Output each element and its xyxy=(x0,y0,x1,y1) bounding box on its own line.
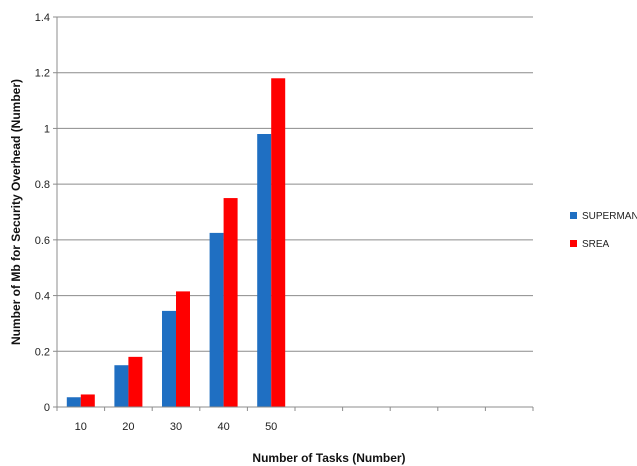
x-tick-label: 50 xyxy=(265,421,277,433)
legend: SUPERMAN SREA xyxy=(570,211,637,250)
y-tick-label: 1.2 xyxy=(35,68,50,80)
y-axis-title: Number of Mb for Security Overhead (Numb… xyxy=(9,79,23,345)
x-axis-title: Number of Tasks (Number) xyxy=(252,451,405,465)
y-tick-labels: 0 0.2 0.4 0.6 0.8 1 1.2 1.4 xyxy=(35,12,50,414)
bar-superman-30 xyxy=(162,310,176,407)
y-tick-label: 0.4 xyxy=(35,291,50,303)
bar-srea-10 xyxy=(80,394,95,407)
bar-superman-40 xyxy=(209,232,224,407)
bar-srea-20 xyxy=(128,356,143,407)
x-tick-label: 10 xyxy=(75,421,87,433)
x-tick-label: 40 xyxy=(217,421,229,433)
y-tick-label: 1 xyxy=(44,123,50,135)
x-tick-labels: 10 20 30 40 50 xyxy=(75,421,278,433)
bar-superman-10 xyxy=(66,397,81,407)
gridlines xyxy=(57,16,533,352)
bar-srea-30 xyxy=(176,291,190,407)
axes xyxy=(53,16,534,411)
bar-srea-40 xyxy=(223,198,238,407)
bar-superman-50 xyxy=(257,134,272,407)
y-tick-label: 1.4 xyxy=(35,12,50,24)
legend-label-srea: SREA xyxy=(582,239,610,250)
y-tick-label: 0.6 xyxy=(35,235,50,247)
legend-swatch-srea xyxy=(570,240,577,247)
bars xyxy=(66,78,286,408)
y-tick-label: 0 xyxy=(44,402,50,414)
bar-superman-20 xyxy=(114,365,129,407)
x-tick-label: 30 xyxy=(170,421,182,433)
legend-swatch-superman xyxy=(570,212,577,219)
bar-srea-50 xyxy=(271,78,286,408)
y-tick-label: 0.8 xyxy=(35,179,50,191)
x-tick-label: 20 xyxy=(122,421,134,433)
legend-label-superman: SUPERMAN xyxy=(582,211,637,222)
y-tick-label: 0.2 xyxy=(35,346,50,358)
